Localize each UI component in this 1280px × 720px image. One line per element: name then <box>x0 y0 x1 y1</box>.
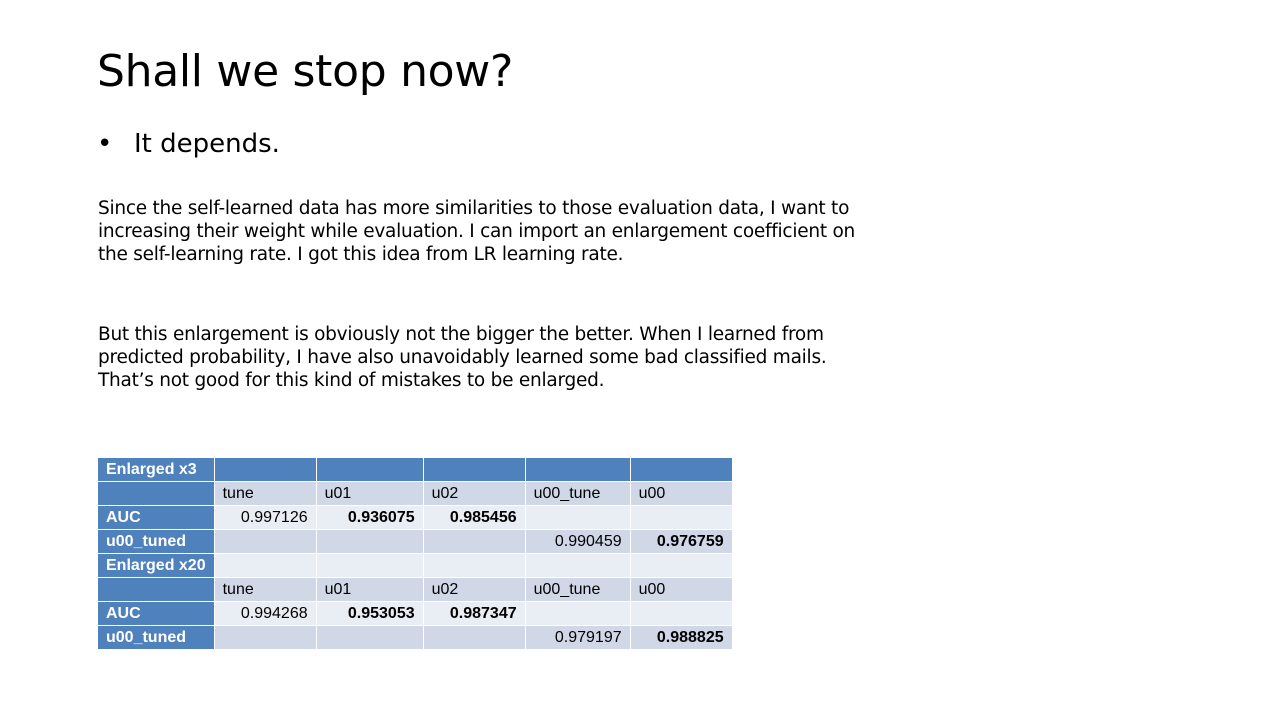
column-header: u02 <box>422 481 526 506</box>
column-header: u01 <box>315 481 424 506</box>
row-label: u00_tuned <box>97 529 215 554</box>
tuned-row: u00_tuned 0.979197 0.988825 <box>97 625 733 650</box>
section-header-row: Enlarged x20 <box>97 553 733 578</box>
header-fill <box>524 457 631 482</box>
column-header: u00 <box>629 481 733 506</box>
table-cell: 0.987347 <box>422 601 526 626</box>
header-fill <box>629 457 733 482</box>
table-cell-empty <box>629 601 733 626</box>
table-cell-empty <box>315 529 424 554</box>
table-cell: 0.953053 <box>315 601 424 626</box>
section-header-row: Enlarged x3 <box>97 457 733 482</box>
column-header: tune <box>213 481 317 506</box>
results-table: Enlarged x3 tune u01 u02 u00_tune u00 AU… <box>97 457 733 650</box>
table-cell: 0.976759 <box>629 529 733 554</box>
header-fill <box>422 457 526 482</box>
auc-row: AUC 0.997126 0.936075 0.985456 <box>97 505 733 530</box>
bullet-text: It depends. <box>134 129 280 159</box>
table-cell-empty <box>213 553 317 578</box>
table-cell-empty <box>315 553 424 578</box>
tuned-row: u00_tuned 0.990459 0.976759 <box>97 529 733 554</box>
header-fill <box>315 457 424 482</box>
table-cell-empty <box>422 529 526 554</box>
auc-row: AUC 0.994268 0.953053 0.987347 <box>97 601 733 626</box>
slide-title: Shall we stop now? <box>97 46 514 97</box>
column-header: u00 <box>629 577 733 602</box>
column-header: u01 <box>315 577 424 602</box>
table-cell: 0.979197 <box>524 625 631 650</box>
row-label: u00_tuned <box>97 625 215 650</box>
table-cell-empty <box>213 625 317 650</box>
bullet-item: • It depends. <box>97 126 280 162</box>
column-header-row: tune u01 u02 u00_tune u00 <box>97 577 733 602</box>
table-cell: 0.936075 <box>315 505 424 530</box>
table-cell-empty <box>524 601 631 626</box>
table-cell-empty <box>629 553 733 578</box>
section-label: Enlarged x3 <box>97 457 215 482</box>
table-cell-empty <box>422 625 526 650</box>
bullet-dot: • <box>97 129 113 159</box>
column-header: u02 <box>422 577 526 602</box>
table-cell-empty <box>524 553 631 578</box>
table-cell-empty <box>315 625 424 650</box>
paragraph-1: Since the self-learned data has more sim… <box>98 198 856 265</box>
header-fill <box>213 457 317 482</box>
section-label: Enlarged x20 <box>97 553 215 578</box>
row-label-empty <box>97 481 215 506</box>
table-cell-empty <box>213 529 317 554</box>
table-cell-empty <box>629 505 733 530</box>
row-label: AUC <box>97 601 215 626</box>
table-cell-empty <box>422 553 526 578</box>
column-header: u00_tune <box>524 481 631 506</box>
table-cell: 0.994268 <box>213 601 317 626</box>
column-header-row: tune u01 u02 u00_tune u00 <box>97 481 733 506</box>
table-cell-empty <box>524 505 631 530</box>
table-cell: 0.990459 <box>524 529 631 554</box>
paragraph-2: But this enlargement is obviously not th… <box>98 324 827 391</box>
table-cell: 0.988825 <box>629 625 733 650</box>
table-cell: 0.997126 <box>213 505 317 530</box>
row-label-empty <box>97 577 215 602</box>
column-header: tune <box>213 577 317 602</box>
column-header: u00_tune <box>524 577 631 602</box>
row-label: AUC <box>97 505 215 530</box>
table-cell: 0.985456 <box>422 505 526 530</box>
